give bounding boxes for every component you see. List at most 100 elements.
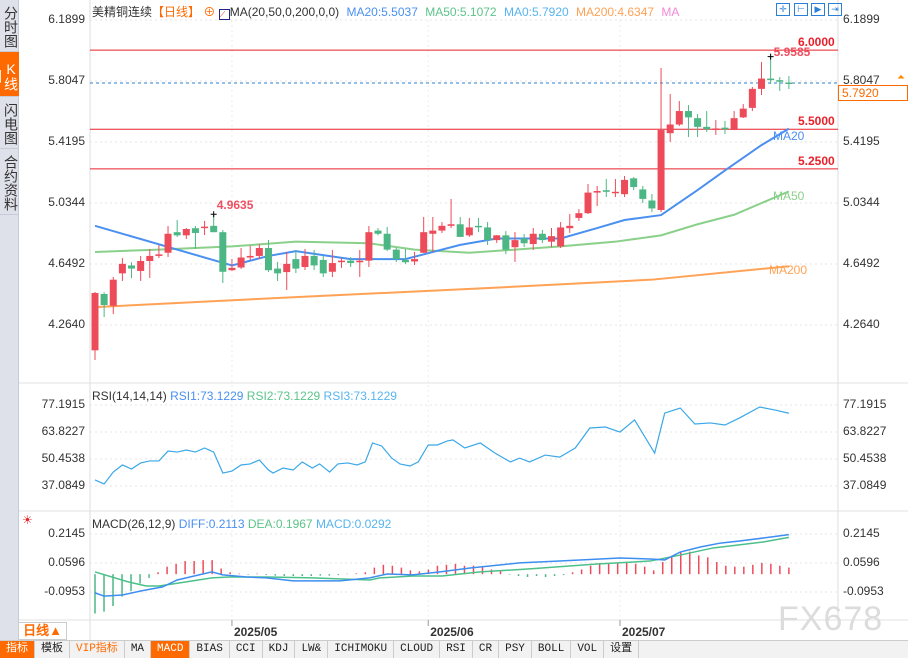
indicator-tab-cr[interactable]: CR	[473, 641, 500, 658]
settings-sun-icon[interactable]: ☀	[22, 513, 33, 527]
candle-body	[557, 227, 565, 247]
ma-params[interactable]: MA(20,50,0,200,0,0)	[229, 5, 340, 19]
kline-chart[interactable]	[0, 0, 908, 640]
indicator-tab-kdj[interactable]: KDJ	[263, 641, 296, 658]
goto-end-icon[interactable]: ⇥	[828, 3, 842, 16]
ma0-value: MA0:5.7920	[503, 5, 569, 19]
candle-body	[438, 225, 446, 231]
view-tabs: 分时图 K线图 闪电图 合约资料	[0, 0, 19, 640]
candle-body	[338, 260, 346, 263]
indicator-tab-ma[interactable]: MA	[125, 641, 152, 658]
indicator-tab-[interactable]: 模板	[35, 641, 70, 658]
indicator-tab-rsi[interactable]: RSI	[440, 641, 473, 658]
price-axis-label: 5.8047	[48, 72, 85, 87]
rsi-axis-label-right: 63.8227	[843, 424, 887, 438]
rsi1-value: RSI1:73.1229	[170, 389, 244, 403]
macd-axis-label-right: 0.0596	[843, 555, 880, 569]
tab-kline[interactable]: K线图	[0, 52, 19, 97]
ma-value: MA	[661, 5, 680, 19]
candle-body	[548, 236, 555, 242]
candle-body	[493, 235, 501, 241]
ma20-line	[94, 127, 790, 267]
date-label: 2025/05	[233, 625, 278, 639]
macd-value: MACD:0.0292	[315, 517, 392, 531]
price-level-label: 6.0000	[798, 35, 835, 50]
candle-body	[429, 230, 437, 234]
rsi-axis-label-right: 37.0849	[843, 478, 887, 492]
rsi-axis-label: 50.4538	[41, 451, 85, 465]
candle-body	[785, 82, 793, 85]
candle-body	[328, 263, 336, 272]
indicator-tab-macd[interactable]: MACD	[151, 641, 191, 658]
period-label[interactable]: 【日线】	[152, 5, 201, 19]
candle-body	[739, 108, 747, 118]
price-axis-label: 6.1899	[48, 12, 85, 26]
rsi-axis-label-right: 77.1915	[843, 397, 887, 411]
candle-body	[246, 255, 254, 258]
tab-flash[interactable]: 闪电图	[0, 97, 19, 149]
candle-body	[584, 192, 592, 214]
candle-body	[255, 248, 263, 256]
candle-body	[447, 224, 455, 226]
indicator-tab-bias[interactable]: BIAS	[190, 641, 230, 658]
indicator-tab-lw[interactable]: LW&	[295, 641, 329, 658]
indicator-tab-boll[interactable]: BOLL	[532, 641, 572, 658]
price-axis-label: 5.0344	[48, 194, 85, 209]
rsi3-value: RSI3:73.1229	[323, 389, 397, 403]
candle-body	[566, 225, 574, 229]
indicator-tab-vip[interactable]: VIP指标	[70, 641, 125, 658]
indicator-tab-[interactable]: 设置	[604, 641, 640, 658]
candle-body	[529, 233, 537, 245]
indicator-chart-icon[interactable]: ⟋	[218, 9, 230, 20]
diff-line	[94, 533, 789, 597]
candle-body	[630, 178, 638, 188]
ma50-value: MA50:5.1072	[425, 5, 497, 19]
zoom-range-icon[interactable]: ⊢	[794, 3, 808, 16]
play-icon[interactable]: ▶	[811, 3, 825, 16]
candle-body	[356, 260, 364, 263]
candle-body	[520, 238, 528, 244]
date-label: 2025/06	[430, 625, 474, 639]
price-axis-label-right: 5.4195	[843, 133, 880, 148]
candle-body	[575, 213, 583, 218]
indicator-tab-psy[interactable]: PSY	[499, 641, 532, 658]
candle-body	[365, 232, 373, 261]
candle-body	[347, 260, 355, 264]
indicator-tab-ichimoku[interactable]: ICHIMOKU	[328, 641, 395, 658]
macd-header: MACD(26,12,9) DIFF:0.2113 DEA:0.1967 MAC…	[92, 517, 391, 531]
price-level-label: 5.2500	[798, 153, 835, 168]
arrow-up-icon[interactable]: ⏶	[897, 72, 905, 83]
indicator-tab-vol[interactable]: VOL	[571, 641, 605, 658]
ma50-line	[94, 190, 790, 254]
rsi-title: RSI(14,14,14)	[92, 389, 167, 403]
symbol-name: 美精铜连续	[92, 5, 153, 19]
tab-contract-info[interactable]: 合约资料	[0, 149, 19, 215]
candle-body	[319, 259, 327, 274]
candle-body	[684, 111, 692, 118]
price-axis-label-right: 4.6492	[843, 255, 880, 270]
chart-header: 美精铜连续【日线】 ⊕ ⟋ MA(20,50,0,200,0,0) MA20:5.…	[92, 3, 679, 20]
candle-body	[201, 226, 209, 229]
indicator-tab-cci[interactable]: CCI	[230, 641, 263, 658]
price-axis-label-right: 4.2640	[843, 316, 880, 331]
candle-body	[392, 249, 400, 260]
crosshair-icon[interactable]: ✛	[776, 3, 790, 16]
candle-body	[118, 263, 126, 274]
tab-timeshare[interactable]: 分时图	[0, 0, 19, 52]
high-marker-icon	[767, 53, 774, 60]
candle-body	[100, 293, 108, 306]
add-icon[interactable]: ⊕	[203, 5, 216, 19]
candle-body	[310, 255, 318, 266]
candle-body	[511, 240, 519, 248]
candle-body	[611, 191, 619, 194]
candle-body	[182, 229, 190, 236]
period-selector[interactable]: 日线▲	[18, 622, 67, 640]
indicator-tab-cloud[interactable]: CLOUD	[394, 641, 441, 658]
candle-body	[283, 263, 291, 273]
macd-axis-label-right: -0.0953	[843, 584, 884, 598]
indicator-tabs: 指标 模板 VIP指标 MA MACD BIAS CCI KDJ LW& ICHIMOKU CLOU…	[0, 640, 908, 658]
candle-body	[593, 191, 601, 193]
indicator-tab-[interactable]: 指标	[0, 641, 35, 658]
macd-axis-label-right: 0.2145	[843, 525, 880, 540]
candle-body	[757, 78, 765, 89]
